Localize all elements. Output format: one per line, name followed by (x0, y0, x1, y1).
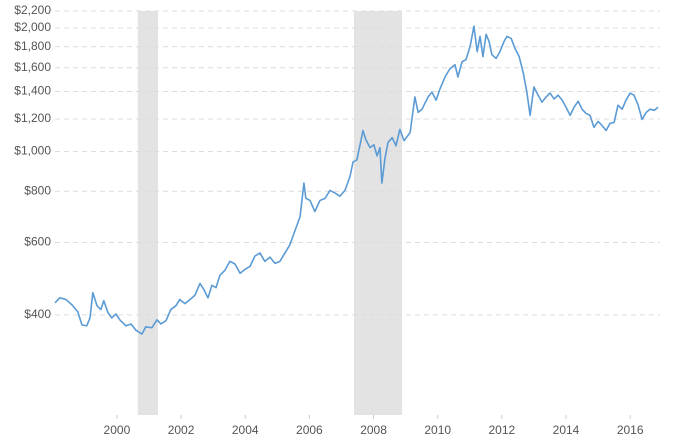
y-tick-label: $1,600 (14, 60, 51, 74)
y-tick-label: $400 (24, 307, 51, 321)
y-tick-label: $1,800 (14, 39, 51, 53)
x-tick-label: 2016 (617, 423, 644, 437)
y-tick-label: $2,200 (14, 3, 51, 17)
x-tick-label: 2002 (168, 423, 195, 437)
x-tick-label: 2014 (553, 423, 580, 437)
y-tick-label: $1,400 (14, 84, 51, 98)
y-tick-label: $1,000 (14, 144, 51, 158)
price-line (54, 25, 659, 335)
x-tick-label: 2012 (489, 423, 516, 437)
y-tick-label: $2,000 (14, 20, 51, 34)
x-tick-label: 2006 (296, 423, 323, 437)
y-tick-label: $800 (24, 183, 51, 197)
x-tick-label: 2000 (104, 423, 131, 437)
recession-band (353, 11, 403, 415)
y-tick-label: $1,200 (14, 111, 51, 125)
y-tick-label: $600 (24, 235, 51, 249)
x-tick-label: 2004 (232, 423, 259, 437)
x-tick-label: 2008 (360, 423, 387, 437)
x-tick-label: 2010 (424, 423, 451, 437)
recession-band (137, 11, 158, 415)
